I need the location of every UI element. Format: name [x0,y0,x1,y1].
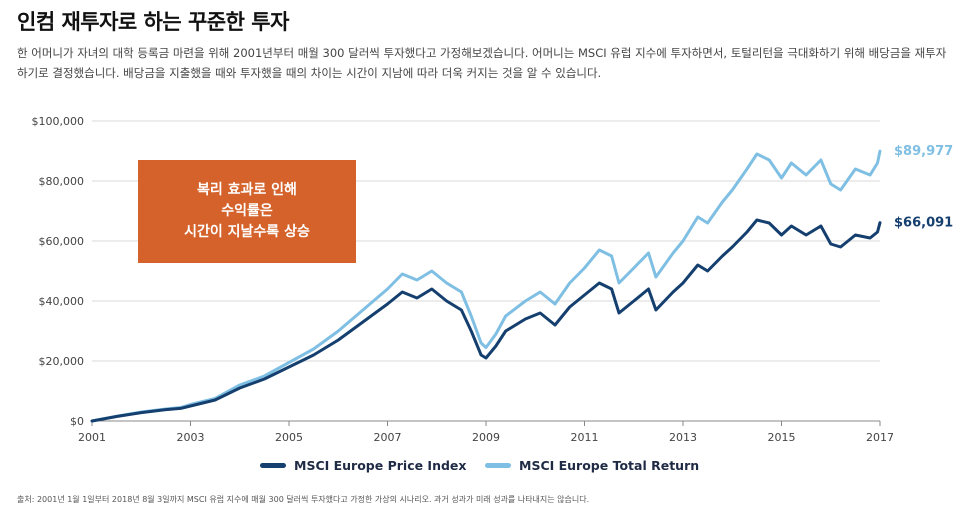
callout-box: 복리 효과로 인해 수익률은 시간이 지날수록 상승 [138,160,356,263]
x-tick-label: 2017 [866,431,894,444]
y-tick-label: $100,000 [32,115,85,128]
x-axis-ticks: 2001 2003 2005 2007 2009 2011 2013 2015 2017 [78,421,894,444]
y-tick-label: $60,000 [39,235,85,248]
y-tick-label: $80,000 [39,175,85,188]
callout-line-3: 시간이 지날수록 상승 [184,224,310,240]
y-axis-ticks: $0 $20,000 $40,000 $60,000 $80,000 $100,000 [32,115,85,428]
callout-line-2: 수익률은 [221,203,273,219]
y-tick-label: $20,000 [39,355,85,368]
y-tick-label: $0 [70,415,84,428]
x-tick-label: 2015 [768,431,796,444]
x-tick-label: 2011 [571,431,599,444]
legend-label-total: MSCI Europe Total Return [519,458,700,473]
series-line-total [90,149,882,423]
legend-label-price: MSCI Europe Price Index [294,458,467,473]
x-tick-label: 2001 [78,431,106,444]
source-note: 출처: 2001년 1월 1일부터 2018년 8월 3일까지 MSCI 유럽 … [17,495,590,504]
x-tick-label: 2009 [472,431,500,444]
legend-swatch-total [485,463,511,468]
series-lines [90,149,882,423]
x-tick-label: 2003 [177,431,205,444]
description-text: 한 어머니가 자녀의 대학 등록금 마련을 위해 2001년부터 매월 300 … [17,46,947,80]
x-tick-label: 2005 [275,431,303,444]
x-tick-label: 2007 [374,431,402,444]
legend-item-total: MSCI Europe Total Return [485,458,699,473]
page-title: 인컴 재투자로 하는 꾸준한 투자 [17,10,289,34]
end-labels: $89,977 $66,091 [894,144,953,231]
callout-line-1: 복리 효과로 인해 [197,182,297,198]
end-label-price: $66,091 [894,216,953,231]
series-line-price [90,218,882,423]
y-tick-label: $40,000 [39,295,85,308]
grid-lines [92,120,880,422]
end-label-total: $89,977 [894,144,953,159]
x-tick-label: 2013 [669,431,697,444]
legend-item-price: MSCI Europe Price Index [260,458,466,473]
legend-swatch-price [260,463,286,468]
